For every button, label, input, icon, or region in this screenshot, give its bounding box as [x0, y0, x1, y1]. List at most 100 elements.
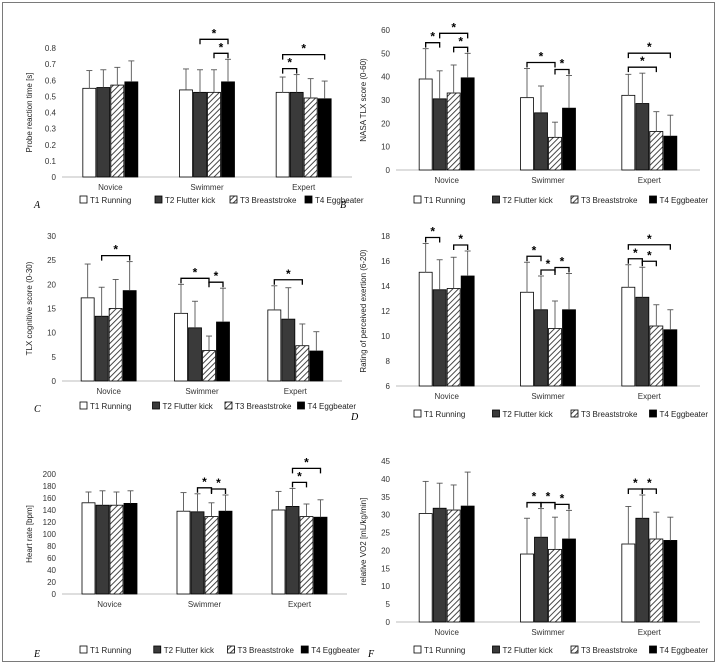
panel-letter: B [340, 200, 346, 211]
panel-d: 6 8 10 12 14 16 18 Rating of perceived exertion… [350, 225, 708, 424]
panel-letter: E [33, 649, 40, 660]
significance-star: * [647, 40, 652, 54]
legend-label: T3 Breaststroke [240, 196, 297, 205]
x-tick-label: Swimmer [531, 392, 565, 401]
y-tick-label: 20 [381, 546, 390, 555]
legend-label: T1 Running [90, 196, 131, 205]
legend-swatch [649, 645, 657, 654]
y-tick-label: 10 [381, 332, 390, 341]
significance-star: * [113, 243, 118, 257]
significance-star: * [560, 57, 565, 71]
panel-f: 0 5 10 15 20 25 30 35 40 45 relative VO2 [mL/kg/mi… [359, 457, 708, 660]
y-tick-label: 120 [43, 518, 57, 527]
significance-star: * [560, 255, 565, 269]
y-tick-label: 10 [47, 329, 56, 338]
y-tick-label: 0.7 [45, 60, 57, 69]
legend-label: T2 Flutter kick [163, 402, 214, 411]
legend-swatch [227, 645, 235, 654]
x-tick-label: Expert [638, 628, 662, 637]
y-tick-label: 0.3 [45, 125, 57, 134]
legend-swatch [492, 195, 500, 204]
y-tick-label: 0 [386, 618, 391, 627]
legend-swatch [649, 195, 657, 204]
legend-label: T1 Running [90, 646, 131, 655]
significance-star: * [560, 491, 565, 505]
y-tick-label: 6 [386, 382, 391, 391]
significance-star: * [430, 225, 435, 239]
legend-swatch [492, 645, 500, 654]
x-tick-label: Novice [434, 628, 459, 637]
significance-bracket [554, 503, 570, 510]
legend-swatch [300, 645, 309, 654]
legend-swatch [229, 195, 238, 204]
y-tick-label: 15 [47, 305, 56, 314]
legend-swatch [413, 195, 422, 204]
legend-label: T1 Running [424, 646, 465, 655]
y-tick-label: 180 [43, 482, 57, 491]
legend-label: T1 Running [424, 410, 465, 419]
legend-label: T3 Breaststroke [581, 196, 638, 205]
significance-star: * [451, 20, 456, 34]
x-tick-label: Expert [284, 387, 308, 396]
x-tick-label: Swimmer [185, 387, 219, 396]
legend-label: T1 Running [90, 402, 131, 411]
y-tick-label: 0.5 [45, 92, 57, 101]
x-tick-label: Expert [638, 176, 662, 185]
significance-star: * [202, 475, 207, 489]
legend-label: T3 Breaststroke [238, 646, 295, 655]
significance-bracket [526, 61, 556, 68]
legend-swatch [413, 409, 422, 418]
significance-star: * [212, 26, 217, 40]
significance-star: * [546, 257, 551, 271]
significance-bracket [526, 255, 542, 262]
significance-star: * [304, 455, 309, 469]
significance-bracket [282, 53, 326, 60]
significance-bracket [554, 266, 570, 273]
significance-bracket [291, 481, 308, 488]
y-tick-label: 20 [47, 578, 56, 587]
significance-bracket [180, 277, 210, 284]
y-tick-label: 10 [381, 582, 390, 591]
x-tick-label: Novice [96, 387, 121, 396]
y-tick-label: 45 [381, 457, 390, 466]
significance-bracket [627, 244, 671, 250]
legend-swatch [154, 195, 163, 204]
y-tick-label: 60 [381, 26, 390, 35]
legend-label: T4 Eggbeater [660, 196, 709, 205]
y-tick-label: 140 [43, 506, 57, 515]
y-tick-label: 10 [381, 143, 390, 152]
y-tick-label: 0.2 [45, 141, 57, 150]
legend-label: T4 Eggbeater [311, 646, 360, 655]
legend-label: T3 Breaststroke [581, 410, 638, 419]
significance-bracket [641, 488, 657, 494]
legend-swatch [297, 401, 305, 410]
legend-swatch [79, 195, 88, 204]
significance-bracket [554, 68, 570, 75]
significance-star: * [532, 490, 537, 504]
x-tick-label: Expert [638, 392, 662, 401]
y-tick-label: 0.4 [45, 109, 57, 118]
x-tick-label: Swimmer [190, 183, 224, 192]
significance-bracket [291, 467, 322, 474]
legend-swatch [649, 409, 657, 418]
y-tick-label: 0.8 [45, 44, 57, 53]
significance-bracket [641, 260, 657, 267]
significance-star: * [430, 30, 435, 44]
panel-a: 0 0.1 0.2 0.3 0.4 0.5 0.6 0.7 0.8 Probe reaction … [25, 26, 364, 211]
significance-star: * [219, 40, 224, 54]
significance-star: * [647, 232, 652, 246]
panel-letter: F [367, 649, 375, 660]
significance-star: * [301, 42, 306, 56]
y-tick-label: 50 [381, 49, 390, 58]
y-tick-label: 15 [381, 564, 390, 573]
significance-star: * [458, 34, 463, 48]
y-axis-label: Rating of perceived exertion (6-20) [359, 249, 368, 373]
legend-swatch [304, 195, 313, 204]
legend-swatch [79, 645, 88, 654]
y-axis-label: TLX cognitive score (0-30) [25, 261, 34, 355]
significance-bracket [210, 488, 227, 494]
x-tick-label: Swimmer [188, 600, 222, 609]
significance-bracket [208, 281, 224, 288]
